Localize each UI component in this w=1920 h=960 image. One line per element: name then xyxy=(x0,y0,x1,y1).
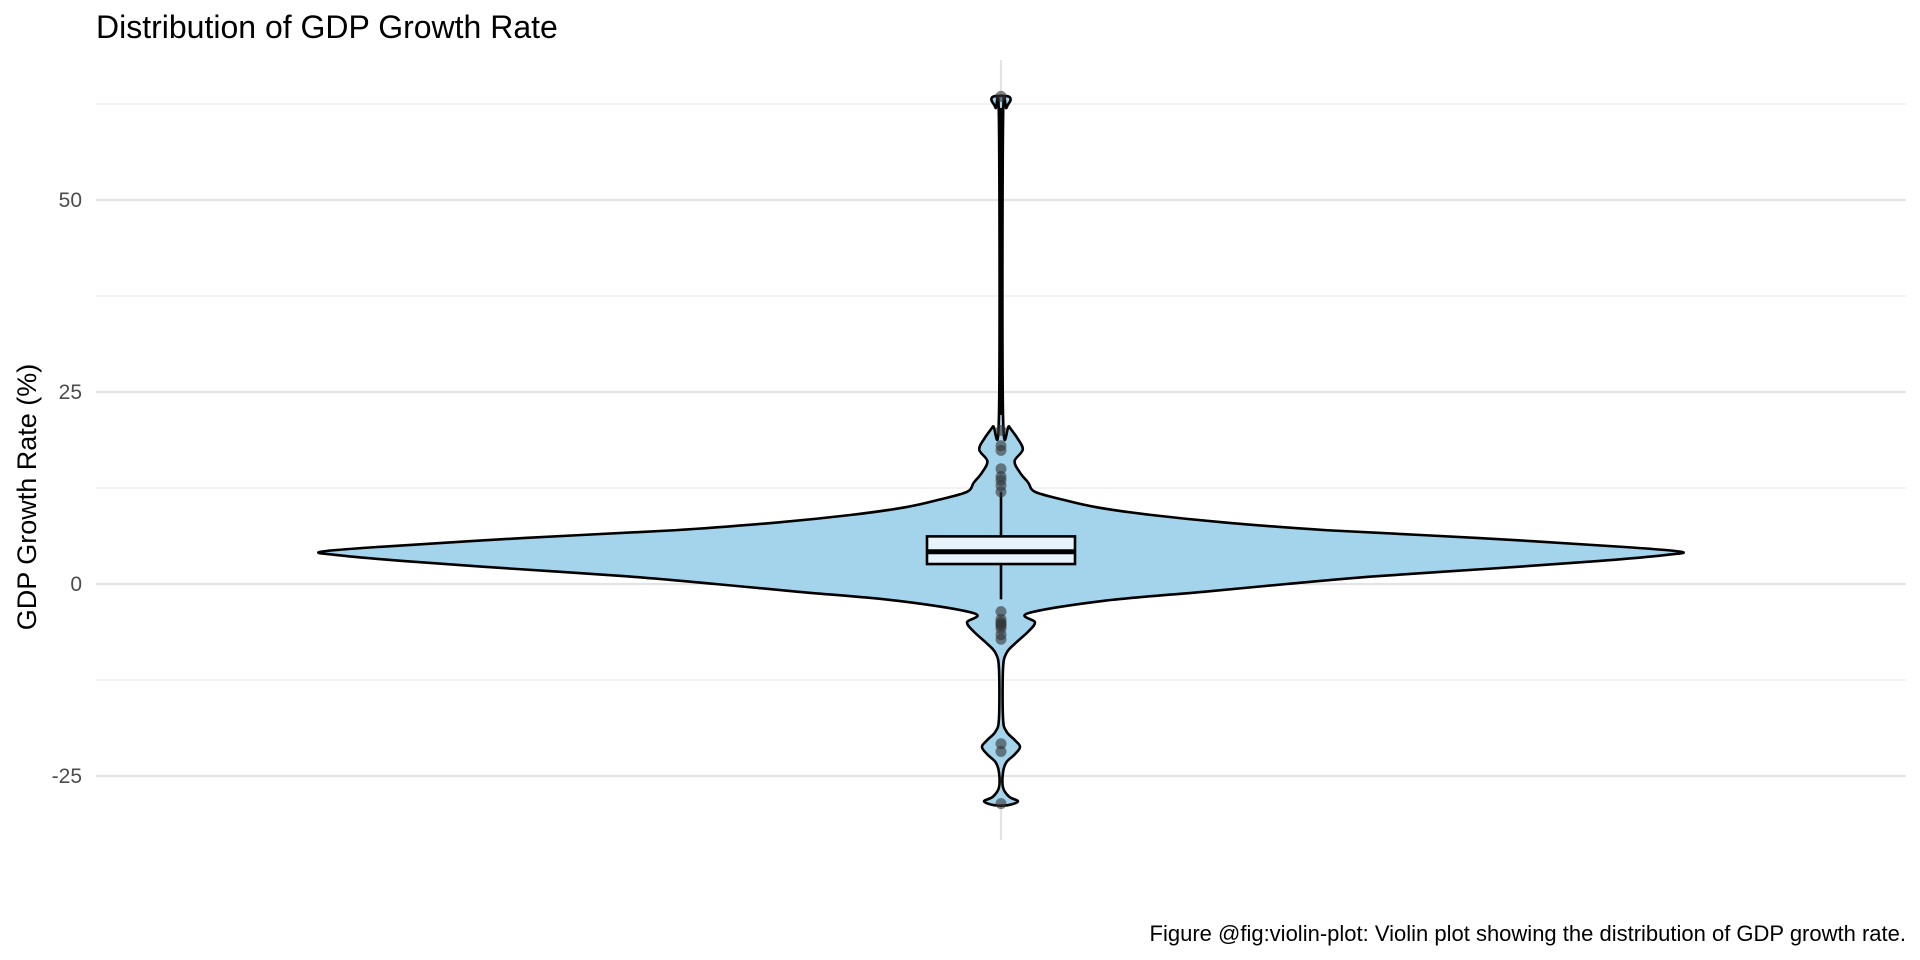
outlier-point xyxy=(995,424,1007,436)
figure-caption: Figure @fig:violin-plot: Violin plot sho… xyxy=(1150,921,1906,946)
y-tick-label: 50 xyxy=(59,189,82,212)
outlier-point xyxy=(995,738,1007,750)
y-axis-ticks: -25 0 25 50 xyxy=(52,189,82,788)
outlier-point xyxy=(995,444,1007,456)
outlier-points xyxy=(995,90,1007,810)
y-tick-label: 25 xyxy=(59,381,82,404)
outlier-point xyxy=(995,90,1007,102)
outlier-point xyxy=(995,463,1007,475)
outlier-point xyxy=(995,633,1007,645)
outlier-point xyxy=(995,798,1007,810)
chart-title: Distribution of GDP Growth Rate xyxy=(96,9,558,45)
y-axis-label: GDP Growth Rate (%) xyxy=(12,364,42,631)
boxplot-group xyxy=(925,107,1077,600)
outlier-point xyxy=(995,606,1007,618)
y-tick-label: 0 xyxy=(70,573,82,596)
y-tick-label: -25 xyxy=(52,765,82,788)
outlier-point xyxy=(995,745,1007,757)
outlier-point xyxy=(995,486,1007,498)
